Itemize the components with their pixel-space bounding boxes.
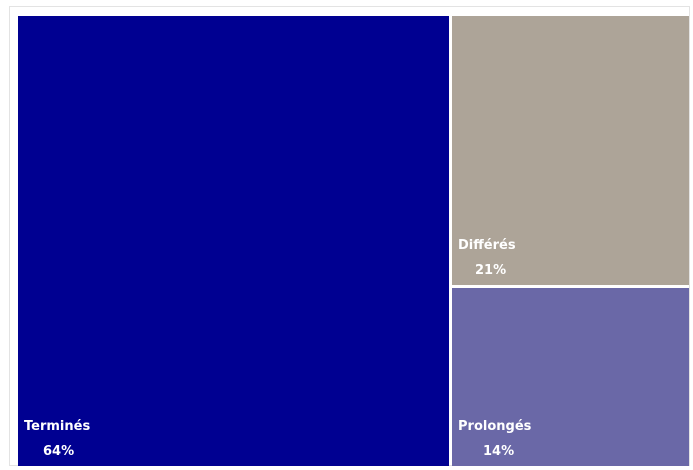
tile-differes: Différés 21%: [452, 16, 689, 285]
tile-termines: Terminés 64%: [18, 16, 449, 466]
tile-prolonges-name: Prolongés: [458, 419, 532, 434]
tile-prolonges-rect: [452, 288, 689, 466]
tile-prolonges-value: 14%: [483, 444, 514, 459]
tile-differes-value: 21%: [475, 263, 506, 278]
tile-prolonges: Prolongés 14%: [452, 288, 689, 466]
tile-differes-name: Différés: [458, 238, 516, 253]
tile-termines-value: 64%: [43, 444, 74, 459]
tile-differes-rect: [452, 16, 689, 285]
tile-termines-name: Terminés: [24, 419, 90, 434]
tile-termines-rect: [18, 16, 449, 466]
